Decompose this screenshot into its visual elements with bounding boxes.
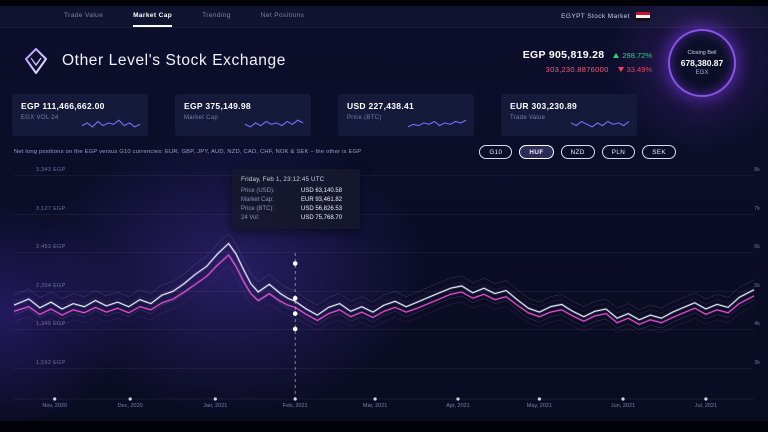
stat-cards-row: EGP 111,466,662.00 EGX VOL 24 EGP 375,14… bbox=[0, 90, 768, 136]
stat-value: EUR 303,230.89 bbox=[510, 101, 578, 111]
tooltip-label: 24 Vol: bbox=[241, 215, 260, 221]
x-axis-label: Jun, 2021 bbox=[610, 403, 636, 409]
x-axis-label: May, 2021 bbox=[526, 403, 553, 409]
closing-bell-badge[interactable]: Closing Bell 678,380.87 EGX bbox=[668, 29, 736, 97]
exchange-logo-icon bbox=[25, 48, 47, 74]
sparkline-icon bbox=[407, 119, 467, 128]
x-axis-label: Jul, 2021 bbox=[694, 403, 718, 409]
filter-pill-nzd[interactable]: NZD bbox=[560, 145, 595, 159]
tab-market-cap[interactable]: Market Cap bbox=[133, 6, 173, 27]
gridline: 3,127 EGP 7k bbox=[14, 206, 760, 215]
gridline: 1,349 EGP 4k bbox=[14, 321, 760, 330]
stat-card-market-cap: EGP 375,149.98 Market Cap bbox=[175, 94, 311, 136]
y-axis-label-right: 3k bbox=[754, 359, 760, 366]
tooltip-value: USD 63,140.58 bbox=[301, 188, 343, 194]
sub-row: Net long positions on the EGP versus G10… bbox=[0, 145, 768, 159]
tab-trade-value[interactable]: Trade Value bbox=[64, 12, 104, 19]
stat-value: EGP 111,466,662.00 bbox=[21, 101, 105, 111]
y-axis-label-right: 4k bbox=[754, 321, 760, 327]
stat-label: EGX VOL 24 bbox=[21, 115, 59, 121]
sparkline-icon bbox=[81, 119, 141, 128]
y-axis-label-left: 2,394 EGP bbox=[36, 282, 66, 289]
filter-pill-pln[interactable]: PLN bbox=[601, 145, 636, 159]
main-price: EGP 905,819.28 bbox=[522, 48, 605, 61]
tooltip-value: EUR 93,461.82 bbox=[301, 197, 343, 203]
main-chart bbox=[13, 233, 755, 401]
secondary-price: 303,230.8876000 bbox=[545, 64, 609, 74]
y-axis-label-right: 7k bbox=[754, 205, 760, 212]
y-axis-label-left: 2,453 EGP bbox=[36, 244, 66, 250]
closing-bell-label: Closing Bell bbox=[687, 50, 717, 56]
y-axis-label-right: 5k bbox=[754, 282, 760, 289]
x-axis-label: Jan, 2021 bbox=[203, 403, 228, 409]
gridline: 3,343 EGP 8k bbox=[14, 167, 760, 176]
tab-net-positions[interactable]: Net Positions bbox=[260, 12, 305, 19]
down-triangle-icon bbox=[617, 66, 624, 72]
x-axis-label: Dec, 2020 bbox=[117, 403, 143, 409]
stat-value: USD 227,438.41 bbox=[347, 101, 415, 111]
tooltip-value: USD 56,826.53 bbox=[301, 206, 343, 212]
filter-pill-huf[interactable]: HUF bbox=[519, 145, 554, 159]
stat-label: Trade Value bbox=[510, 115, 546, 121]
app-background: Trade Value Market Cap Trending Net Posi… bbox=[0, 6, 768, 421]
tooltip-value: USD 75,768.70 bbox=[301, 215, 343, 221]
tooltip-label: Market Cap: bbox=[241, 197, 274, 203]
stat-card-trade-value: EUR 303,230.89 Trade Value bbox=[501, 94, 637, 136]
gridline: 2,394 EGP 5k bbox=[14, 283, 760, 292]
market-label: EGYPT Stock Market bbox=[561, 13, 630, 20]
y-axis-label-left: 1,592 EGP bbox=[36, 359, 66, 366]
top-nav: Trade Value Market Cap Trending Net Posi… bbox=[0, 6, 768, 28]
y-axis-label-right: 8k bbox=[754, 167, 760, 173]
price-chart[interactable]: 3,343 EGP 8k 3,127 EGP 7k 2,453 EGP 6k 2… bbox=[0, 161, 768, 411]
x-axis-label: Nov, 2020 bbox=[42, 403, 68, 409]
closing-bell-unit: EGX bbox=[695, 70, 709, 76]
currency-filters: G10 HUF NZD PLN SEK bbox=[479, 145, 676, 159]
market-selector[interactable]: EGYPT Stock Market bbox=[561, 6, 650, 27]
filter-pill-g10[interactable]: G10 bbox=[479, 145, 513, 159]
sparkline-icon bbox=[570, 120, 630, 128]
egypt-flag-icon bbox=[636, 12, 650, 21]
stat-value: EGP 375,149.98 bbox=[184, 101, 251, 111]
filter-pill-sek[interactable]: SEK bbox=[642, 145, 676, 159]
tooltip-title: Friday, Feb 1, 23:12:45 UTC bbox=[241, 176, 325, 183]
stat-card-price-btc: USD 227,438.41 Price (BTC) bbox=[338, 94, 474, 136]
stat-label: Market Cap bbox=[184, 115, 219, 121]
price-change-up: 298.72% bbox=[613, 51, 652, 60]
stat-card-egx-vol: EGP 111,466,662.00 EGX VOL 24 bbox=[12, 94, 148, 136]
y-axis-label-left: 3,127 EGP bbox=[36, 205, 66, 212]
chart-tooltip: Friday, Feb 1, 23:12:45 UTC Price (USD):… bbox=[232, 169, 360, 229]
tab-trending[interactable]: Trending bbox=[202, 12, 231, 19]
gridline: 2,453 EGP 6k bbox=[14, 244, 760, 253]
x-axis-label: Apr, 2021 bbox=[446, 403, 470, 409]
y-axis-label-left: 3,343 EGP bbox=[36, 167, 66, 173]
price-block: EGP 905,819.28 298.72% 303,230.8876000 3… bbox=[523, 49, 652, 74]
tooltip-label: Price (BTC): bbox=[241, 206, 274, 212]
bottom-letterbox bbox=[0, 421, 768, 432]
page-title: Other Level's Stock Exchange bbox=[62, 52, 286, 69]
closing-bell-value: 678,380.87 bbox=[680, 58, 724, 68]
up-triangle-icon bbox=[613, 52, 620, 58]
price-change-down: 33.49% bbox=[617, 65, 652, 74]
gridline: 1,592 EGP 3k bbox=[14, 360, 760, 369]
y-axis-label-left: 1,349 EGP bbox=[36, 321, 66, 327]
header: Other Level's Stock Exchange EGP 905,819… bbox=[0, 29, 768, 97]
x-axis-label: Feb, 2021 bbox=[282, 403, 308, 409]
stat-label: Price (BTC) bbox=[347, 115, 382, 121]
x-axis-label: Mar, 2021 bbox=[362, 403, 388, 409]
tooltip-label: Price (USD): bbox=[241, 188, 275, 194]
y-axis-label-right: 6k bbox=[754, 244, 760, 250]
sparkline-icon bbox=[244, 119, 304, 128]
note-text: Net long positions on the EGP versus G10… bbox=[14, 149, 362, 155]
